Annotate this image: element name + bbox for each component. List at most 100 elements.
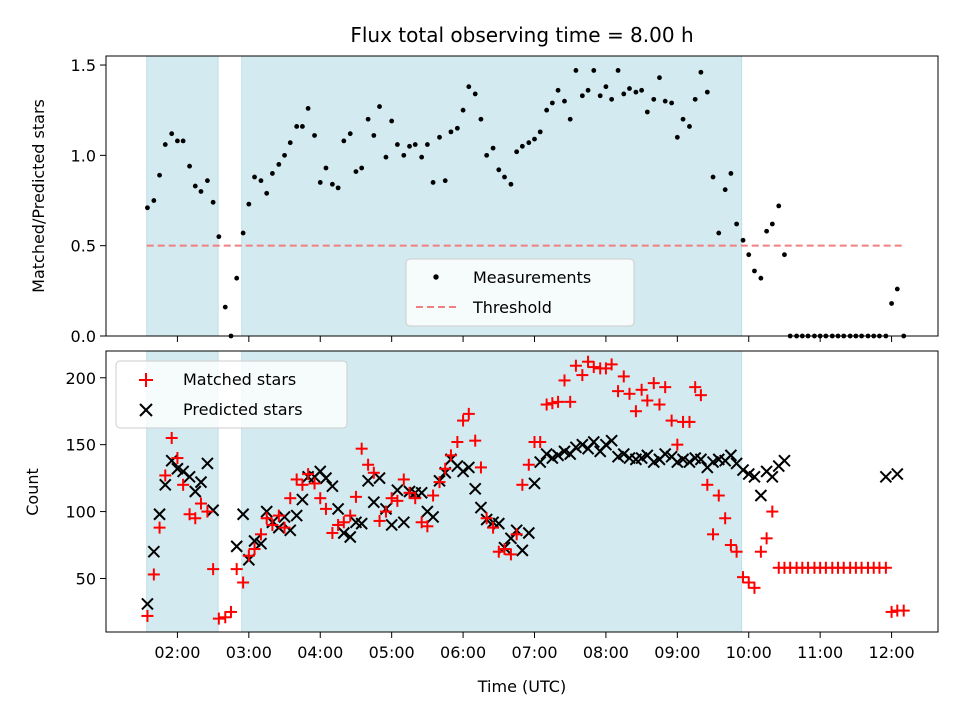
measurement-point xyxy=(490,145,496,151)
predicted-star-point xyxy=(891,467,904,481)
y-tick-label: 150 xyxy=(65,436,96,455)
x-tick-label: 08:00 xyxy=(583,643,629,662)
matched-star-point xyxy=(171,452,184,465)
predicted-star-point xyxy=(658,447,672,461)
bottom-y-axis-label: Count xyxy=(23,468,42,516)
measurement-point xyxy=(299,124,305,129)
matched-star-point xyxy=(766,505,779,518)
predicted-star-point xyxy=(617,447,630,461)
predicted-star-point xyxy=(462,461,476,474)
measurement-point xyxy=(317,180,323,185)
matched-star-point xyxy=(194,497,207,510)
measurement-point xyxy=(187,163,192,169)
measurement-point xyxy=(603,84,609,90)
matched-star-point xyxy=(569,359,582,372)
y-tick-label: 1.5 xyxy=(71,56,96,75)
measurement-point xyxy=(687,124,692,129)
predicted-marker-stroke xyxy=(760,465,773,478)
matched-star-point xyxy=(659,381,672,394)
predicted-star-point xyxy=(189,485,202,498)
matched-star-point xyxy=(237,576,250,589)
measurement-point xyxy=(597,93,603,99)
predicted-marker-stroke xyxy=(558,445,571,458)
matched-star-point xyxy=(689,381,702,394)
matched-star-point xyxy=(284,492,297,505)
predicted-marker-stroke xyxy=(462,461,476,474)
matched-star-point xyxy=(302,468,315,481)
measurement-point xyxy=(526,140,532,146)
legend-measurements-label: Measurements xyxy=(473,268,591,287)
predicted-marker-stroke xyxy=(391,483,404,497)
y-tick-label: 200 xyxy=(65,369,96,388)
predicted-marker-stroke xyxy=(623,451,636,465)
predicted-marker-stroke xyxy=(516,544,529,557)
measurement-point xyxy=(472,91,478,97)
matched-star-point xyxy=(754,545,767,558)
predicted-marker-stroke xyxy=(176,465,190,478)
measurement-point xyxy=(651,96,657,102)
matched-star-point xyxy=(337,516,350,529)
measurement-point xyxy=(562,98,567,104)
x-axis-label: Time (UTC) xyxy=(477,677,566,696)
matched-star-point xyxy=(897,604,910,617)
measurement-point xyxy=(769,221,775,227)
predicted-marker-stroke xyxy=(712,453,725,466)
legend-predicted-label: Predicted stars xyxy=(183,400,303,419)
predicted-marker-stroke xyxy=(599,438,613,451)
measurement-point xyxy=(353,169,359,175)
predicted-star-point xyxy=(540,447,553,461)
measurement-point xyxy=(419,154,425,160)
measurement-point xyxy=(657,75,662,81)
predicted-marker-stroke xyxy=(778,454,791,467)
predicted-marker-stroke xyxy=(421,505,434,518)
bottom-plot-frame xyxy=(105,350,939,633)
predicted-star-point xyxy=(344,530,357,544)
measurement-point xyxy=(496,167,502,173)
measurement-point xyxy=(609,96,615,102)
matched-star-point xyxy=(153,521,166,534)
matched-star-point xyxy=(582,355,595,368)
matched-star-point xyxy=(344,509,357,522)
measurement-point xyxy=(240,230,246,236)
predicted-star-point xyxy=(456,465,470,478)
matched-star-point xyxy=(546,397,559,410)
measurement-point xyxy=(270,171,275,176)
x-tick-label: 12:00 xyxy=(869,643,915,662)
matched-star-point xyxy=(552,395,565,408)
measurement-point xyxy=(674,134,680,140)
matched-star-point xyxy=(510,528,523,541)
measurement-point xyxy=(680,116,686,122)
measurement-point xyxy=(347,131,353,137)
matched-star-point xyxy=(177,478,190,491)
legend-predicted-marker xyxy=(139,403,153,417)
predicted-star-point xyxy=(534,455,547,469)
matched-star-point xyxy=(617,370,630,383)
predicted-star-point xyxy=(361,474,375,488)
predicted-star-point xyxy=(766,470,779,483)
measurement-point xyxy=(210,199,216,205)
measurement-point xyxy=(205,178,210,184)
matched-star-point xyxy=(712,489,725,502)
predicted-marker-stroke xyxy=(230,540,243,553)
predicted-star-point xyxy=(426,510,440,524)
predicted-marker-stroke xyxy=(159,478,172,492)
measurement-point xyxy=(615,68,621,73)
matched-star-point xyxy=(355,442,368,455)
predicted-marker-stroke xyxy=(290,509,303,522)
measurement-point xyxy=(710,174,716,180)
measurement-point xyxy=(157,172,162,178)
predicted-marker-stroke xyxy=(528,477,541,490)
measurement-point xyxy=(412,142,418,147)
matched-star-point xyxy=(207,563,220,576)
predicted-marker-stroke xyxy=(415,486,428,500)
matched-star-point xyxy=(278,521,291,534)
top-legend: Measurements Threshold xyxy=(405,258,635,327)
measurement-point xyxy=(401,152,407,158)
count-panel: 50 100 150 200 02:00 03:00 04:00 05:00 06:00 07:… xyxy=(23,350,939,696)
measurement-point xyxy=(728,171,734,176)
measurement-point xyxy=(579,93,585,99)
predicted-marker-stroke xyxy=(361,474,375,488)
matched-star-point xyxy=(879,561,892,574)
predicted-star-point xyxy=(194,475,208,489)
matched-star-point xyxy=(457,414,470,427)
